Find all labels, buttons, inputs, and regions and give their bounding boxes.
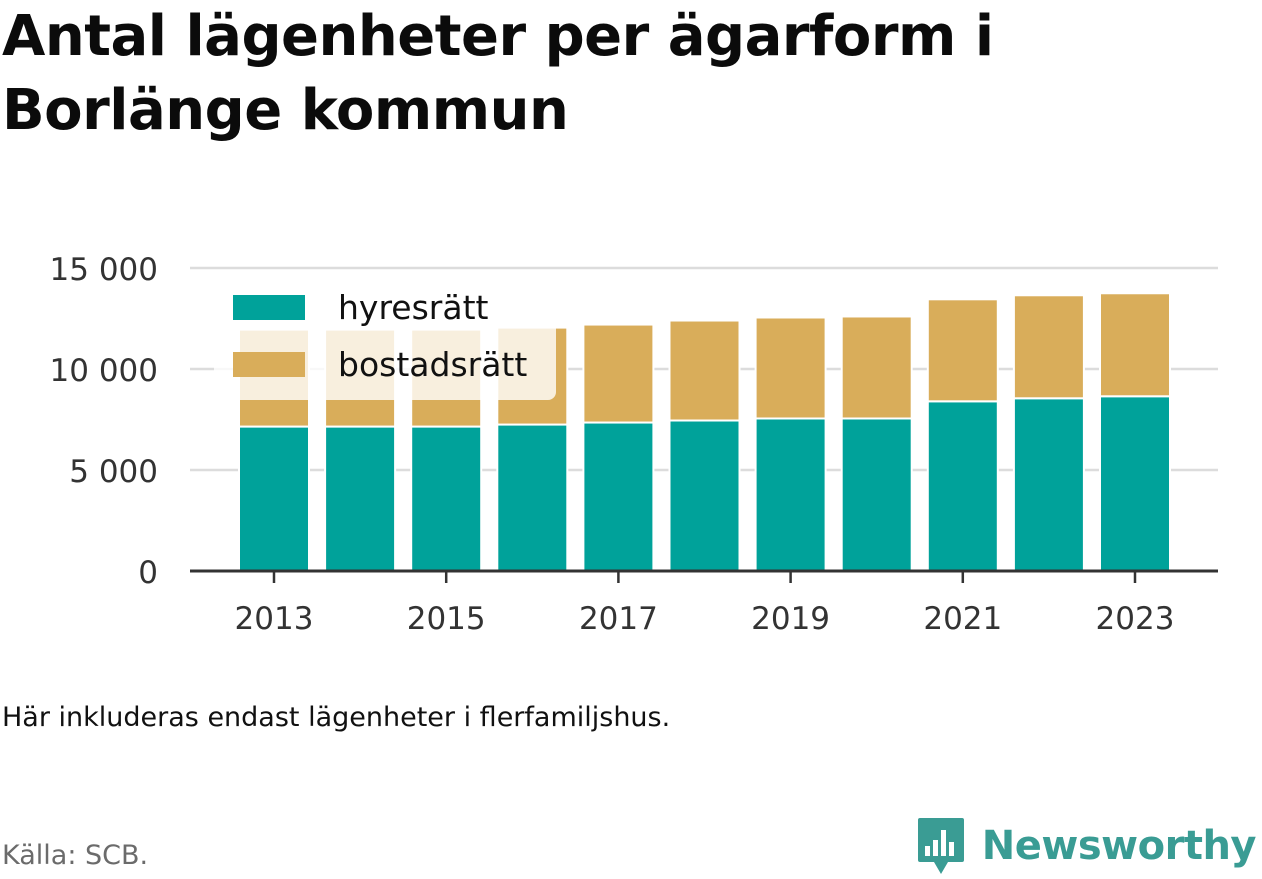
y-tick-label: 10 000 — [50, 353, 158, 389]
bar-hyresratt — [840, 417, 913, 572]
bar-bostadsratt — [668, 319, 741, 422]
x-tick-label: 2023 — [1096, 601, 1175, 637]
bar-hyresratt — [754, 417, 827, 572]
legend-swatch — [233, 295, 305, 320]
source-label: Källa: SCB. — [2, 840, 149, 871]
bar-bostadsratt — [926, 298, 999, 403]
bar-hyresratt — [926, 400, 999, 572]
legend-label: bostadsrätt — [338, 345, 527, 384]
bar-hyresratt — [582, 421, 655, 572]
y-tick-label: 0 — [138, 555, 158, 591]
bar-hyresratt — [1012, 397, 1085, 572]
bar-bostadsratt — [582, 323, 655, 424]
y-tick-label: 5 000 — [69, 454, 158, 490]
bar-hyresratt — [324, 425, 397, 572]
brand-name: Newsworthy — [981, 823, 1257, 869]
chart-title: Antal lägenheter per ägarform i Borlänge… — [2, 4, 994, 143]
y-tick-label: 15 000 — [50, 252, 158, 288]
chart-note: Här inkluderas endast lägenheter i flerf… — [2, 702, 671, 733]
bar-bostadsratt — [1099, 292, 1171, 398]
x-tick-label: 2017 — [579, 601, 658, 637]
bar-bostadsratt — [754, 316, 827, 420]
bar-hyresratt — [410, 425, 483, 572]
x-tick-label: 2021 — [923, 601, 1002, 637]
brand-logo-group: Newsworthy — [916, 816, 1257, 876]
newsworthy-logo-icon — [917, 818, 964, 874]
x-tick-label: 2019 — [751, 601, 830, 637]
bar-bostadsratt — [1012, 294, 1085, 400]
bar-bostadsratt — [840, 315, 913, 420]
x-tick-label: 2015 — [407, 601, 486, 637]
x-tick-label: 2013 — [235, 601, 314, 637]
legend-label: hyresrätt — [338, 288, 489, 327]
bar-hyresratt — [1099, 395, 1171, 572]
bar-hyresratt — [496, 423, 569, 572]
stacked-bar-chart: 0 5 000 10 000 15 000 2013 2015 2017 2019 2021 20… — [50, 252, 1218, 637]
bar-hyresratt — [238, 425, 310, 572]
bar-hyresratt — [668, 419, 741, 572]
legend-swatch — [233, 352, 305, 377]
